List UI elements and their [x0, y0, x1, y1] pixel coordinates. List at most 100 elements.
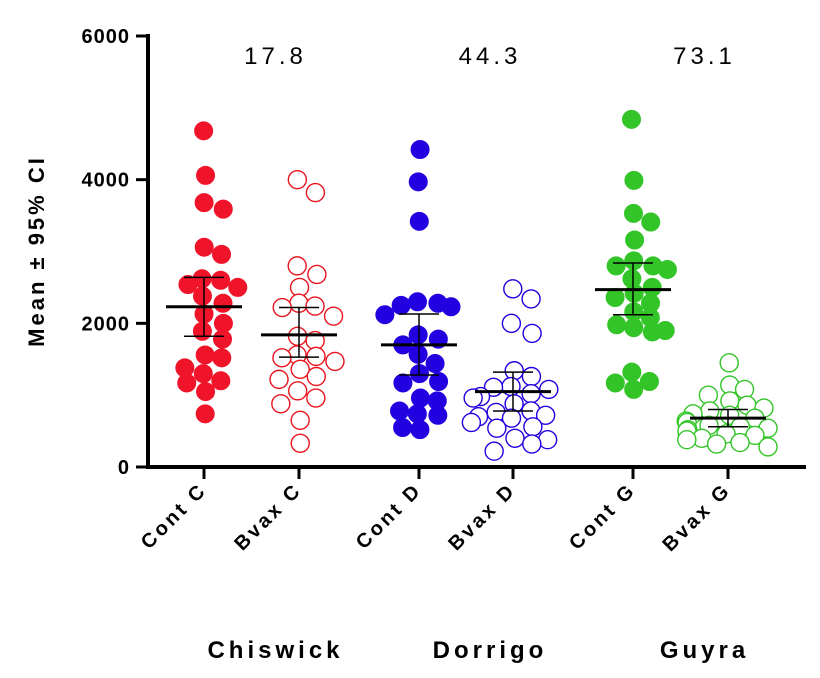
x-tick-label: Cont D: [352, 479, 427, 554]
data-point: [195, 345, 215, 365]
data-point: [537, 430, 558, 450]
y-tick-label: 0: [118, 457, 130, 479]
data-point: [307, 264, 327, 285]
data-point: [758, 437, 778, 457]
data-point: [323, 306, 344, 326]
y-axis-title: Mean ± 95% CI: [24, 155, 49, 347]
data-point: [607, 315, 627, 335]
data-point: [441, 297, 461, 317]
y-tick-label: 4000: [82, 170, 131, 192]
data-point: [211, 270, 231, 290]
data-point: [177, 373, 197, 393]
data-point: [194, 237, 214, 257]
data-point: [639, 372, 659, 392]
y-tick-label: 2000: [82, 313, 131, 335]
y-tick-label: 6000: [82, 26, 131, 48]
data-point: [501, 313, 522, 334]
data-point: [535, 405, 556, 425]
data-point: [410, 139, 430, 159]
data-point: [605, 373, 625, 393]
data-point: [408, 325, 428, 345]
data-point: [461, 412, 482, 433]
data-point: [213, 313, 233, 333]
data-point: [605, 287, 625, 307]
data-point: [393, 417, 413, 437]
data-point: [706, 434, 727, 454]
data-point: [521, 289, 541, 309]
data-point: [192, 321, 212, 341]
data-point: [193, 364, 213, 384]
data-point: [408, 344, 428, 364]
data-point: [211, 371, 231, 391]
data-point: [393, 373, 413, 393]
data-point: [375, 305, 395, 325]
data-point: [325, 351, 345, 372]
data-point: [521, 384, 541, 404]
group-ratio-label: 44.3: [459, 43, 522, 70]
x-tick-label: Bvax D: [444, 479, 520, 555]
data-point: [287, 256, 307, 276]
x-tick-label: Cont G: [565, 479, 640, 554]
data-point: [287, 381, 308, 401]
data-point: [606, 256, 626, 276]
data-point: [504, 361, 524, 381]
data-point: [287, 169, 308, 190]
data-point: [290, 359, 310, 380]
data-point: [642, 277, 662, 297]
data-point: [622, 362, 642, 382]
data-point: [505, 428, 525, 448]
data-point: [463, 388, 483, 408]
data-point: [407, 292, 427, 312]
data-point: [425, 354, 445, 374]
data-point: [195, 404, 215, 424]
data-point: [539, 379, 559, 400]
data-point: [212, 348, 232, 368]
group-name-label: Chiswick: [207, 637, 343, 664]
y-axis-label: Mean ± 95% CI: [24, 155, 49, 347]
data-point: [290, 433, 310, 453]
group-ratio-label: 17.8: [244, 43, 307, 70]
data-point: [271, 394, 291, 414]
data-point: [501, 408, 522, 428]
data-point: [621, 109, 641, 129]
data-point: [409, 211, 429, 231]
data-point: [408, 172, 428, 192]
data-point: [521, 366, 542, 387]
data-point: [410, 388, 430, 408]
plot-area: 0 2000 4000 6000 Cont C Bvax C Cont D Bvax D Con…: [82, 26, 806, 664]
data-point: [719, 353, 739, 373]
data-point: [306, 366, 326, 387]
data-point: [290, 410, 310, 431]
data-point: [624, 170, 644, 190]
data-point: [642, 322, 662, 342]
data-point: [624, 318, 644, 338]
data-point: [196, 382, 216, 402]
data-point: [305, 296, 325, 316]
data-point: [194, 193, 214, 213]
x-tick-label: Cont C: [137, 479, 212, 554]
data-point: [625, 230, 645, 250]
data-point: [522, 434, 542, 454]
data-point: [484, 441, 504, 461]
group-name-label: Guyra: [660, 637, 749, 664]
data-point: [503, 279, 523, 299]
data-point: [428, 405, 448, 425]
data-point: [390, 401, 410, 421]
data-point: [657, 259, 677, 279]
data-point: [487, 418, 507, 438]
group-name-label: Dorrigo: [433, 637, 548, 664]
data-point: [429, 372, 449, 392]
data-point: [523, 417, 543, 437]
x-tick-label: Bvax G: [659, 479, 736, 556]
data-point: [228, 277, 248, 297]
data-point: [194, 121, 214, 141]
data-point: [624, 302, 644, 322]
group-ratio-label: 73.1: [673, 43, 736, 70]
data-point: [410, 420, 430, 440]
data-point: [734, 379, 755, 400]
data-point: [213, 293, 233, 313]
data-point: [213, 329, 233, 349]
data-point: [623, 203, 643, 223]
data-point: [178, 275, 198, 295]
